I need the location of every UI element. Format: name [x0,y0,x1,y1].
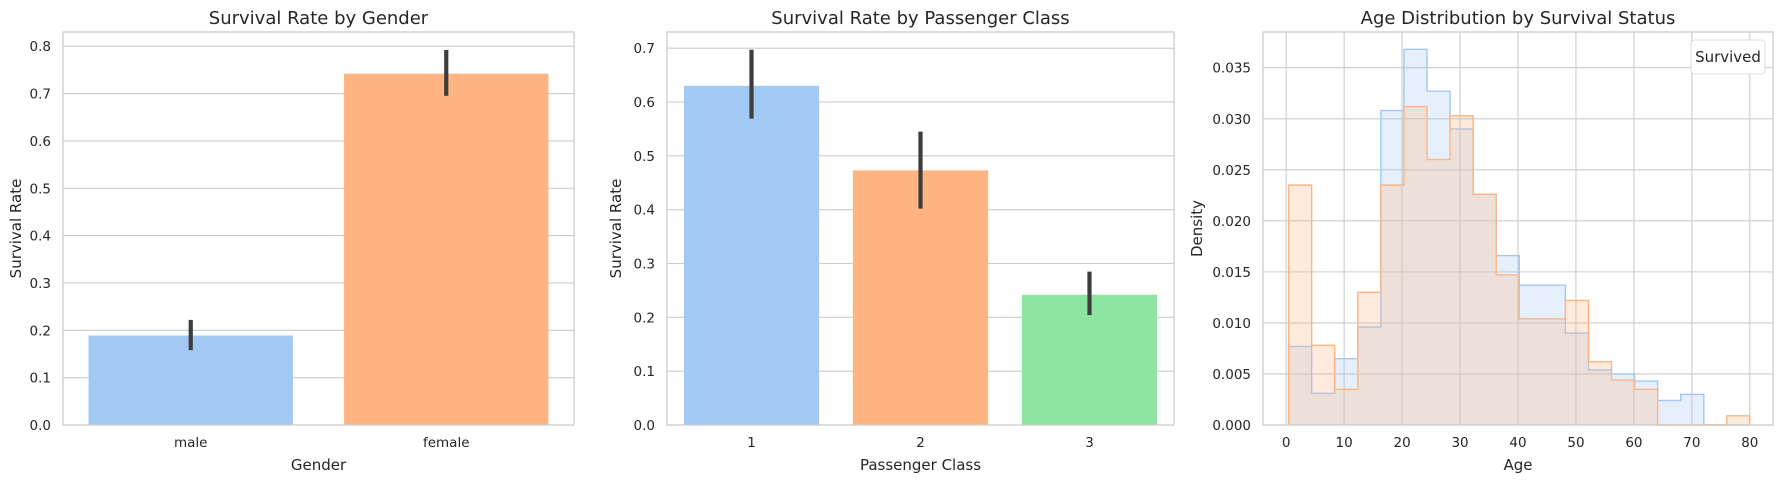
plot-frame [666,31,1175,426]
y-tick-label: 0.0 [634,418,655,434]
y-tick-label: 0.3 [634,256,655,272]
y-tick-label: 0.025 [1212,163,1251,179]
chart-title: Survival Rate by Passenger Class [771,8,1069,29]
y-axis-label: Survival Rate [607,179,625,279]
x-tick-label: 50 [1567,435,1584,451]
y-tick-label: 0.3 [30,276,51,292]
legend-box [1690,39,1766,75]
bar [852,170,989,425]
x-tick-label: 2 [916,435,925,451]
chart-title: Age Distribution by Survival Status [1361,8,1676,29]
bar [683,85,820,425]
y-tick-label: 0.000 [1212,418,1251,434]
y-tick-label: 0.030 [1212,112,1251,128]
legend-title: Survived [1695,48,1761,66]
x-axis-label: Gender [291,456,347,474]
y-tick-label: 0.015 [1212,265,1251,281]
x-tick-label: 1 [747,435,756,451]
y-tick-label: 0.0 [30,418,51,434]
plot-frame [1262,31,1774,426]
y-tick-label: 0.020 [1212,214,1251,230]
y-tick-label: 0.7 [634,41,655,57]
bar [88,335,293,425]
plot-frame [62,31,575,426]
histogram-series [1287,105,1751,426]
y-tick-label: 0.4 [634,203,655,219]
y-tick-label: 0.7 [30,87,51,103]
bar [1021,294,1158,425]
x-tick-label: 20 [1393,435,1410,451]
y-tick-label: 0.6 [30,134,51,150]
x-tick-label: male [174,435,207,451]
y-axis-label: Density [1188,200,1206,257]
x-axis-label: Passenger Class [860,456,981,474]
y-tick-label: 0.1 [634,364,655,380]
bar [344,73,549,425]
y-tick-label: 0.8 [30,39,51,55]
x-tick-label: 60 [1625,435,1642,451]
x-tick-label: 80 [1741,435,1758,451]
x-tick-label: 40 [1509,435,1526,451]
y-tick-label: 0.2 [30,323,51,339]
x-tick-label: 0 [1282,435,1291,451]
y-tick-label: 0.1 [30,371,51,387]
x-tick-label: 10 [1336,435,1353,451]
y-tick-label: 0.010 [1212,316,1251,332]
chart-title: Survival Rate by Gender [209,8,429,29]
y-axis-label: Survival Rate [7,179,25,279]
y-tick-label: 0.2 [634,310,655,326]
y-tick-label: 0.6 [634,95,655,111]
x-tick-label: 70 [1683,435,1700,451]
legend: Survived [1690,39,1766,75]
age-distribution-chart: 0.000 0.005 0.010 0.015 0.020 0.025 0.030 0.035… [1188,8,1774,474]
y-tick-label: 0.5 [30,181,51,197]
gender-survival-chart: 0.0 0.1 0.2 0.3 0.4 0.5 0.6 0.7 0.8 male female Su… [7,8,575,474]
y-tick-label: 0.5 [634,149,655,165]
y-tick-label: 0.035 [1212,61,1251,77]
x-tick-label: 30 [1451,435,1468,451]
y-tick-label: 0.4 [30,229,51,245]
y-tick-label: 0.005 [1212,367,1251,383]
class-survival-chart: 0.0 0.1 0.2 0.3 0.4 0.5 0.6 0.7 1 2 3 Survival Rat… [607,8,1175,474]
x-axis-label: Age [1503,456,1532,474]
x-tick-label: female [423,435,470,451]
x-tick-label: 3 [1085,435,1094,451]
